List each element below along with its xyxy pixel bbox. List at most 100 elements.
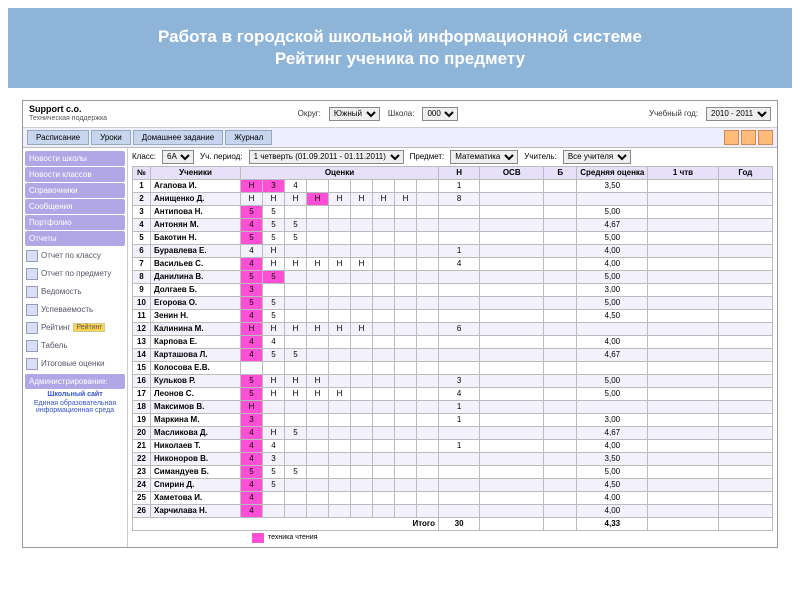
grade-cell[interactable] xyxy=(285,270,307,283)
sidebar-link-3[interactable]: Успеваемость xyxy=(25,302,125,318)
grade-cell[interactable] xyxy=(373,504,395,517)
grade-cell[interactable] xyxy=(351,205,373,218)
grade-cell[interactable] xyxy=(373,309,395,322)
grade-cell[interactable] xyxy=(417,400,439,413)
teacher-select[interactable]: Все учителя xyxy=(563,150,631,164)
grade-cell[interactable] xyxy=(307,478,329,491)
grade-cell[interactable] xyxy=(395,309,417,322)
techsupport-link[interactable]: Техническая поддержка xyxy=(29,115,107,123)
grade-cell[interactable] xyxy=(417,257,439,270)
sidebar-btn-1[interactable]: Новости классов xyxy=(25,167,125,182)
sidebar-btn-4[interactable]: Портфолио xyxy=(25,215,125,230)
grade-cell[interactable] xyxy=(285,439,307,452)
grade-cell[interactable]: 5 xyxy=(241,374,263,387)
grade-cell[interactable]: 5 xyxy=(263,309,285,322)
grade-cell[interactable] xyxy=(329,205,351,218)
grade-cell[interactable]: Н xyxy=(351,192,373,205)
grade-cell[interactable] xyxy=(285,335,307,348)
grade-cell[interactable]: Н xyxy=(307,374,329,387)
grade-cell[interactable]: 5 xyxy=(263,348,285,361)
grade-cell[interactable]: 5 xyxy=(263,270,285,283)
sidebar-btn-3[interactable]: Сообщения xyxy=(25,199,125,214)
grade-cell[interactable] xyxy=(351,296,373,309)
grade-cell[interactable] xyxy=(329,296,351,309)
grade-cell[interactable]: 5 xyxy=(263,218,285,231)
grade-cell[interactable] xyxy=(329,465,351,478)
grade-cell[interactable] xyxy=(395,400,417,413)
grade-cell[interactable] xyxy=(351,478,373,491)
grade-cell[interactable] xyxy=(351,244,373,257)
grade-cell[interactable] xyxy=(417,491,439,504)
grade-cell[interactable] xyxy=(285,361,307,374)
grade-cell[interactable]: Н xyxy=(263,374,285,387)
grade-cell[interactable]: 4 xyxy=(241,348,263,361)
tool-icon-3[interactable] xyxy=(758,130,773,145)
grade-cell[interactable]: 4 xyxy=(241,244,263,257)
grade-cell[interactable] xyxy=(329,426,351,439)
grade-cell[interactable] xyxy=(373,452,395,465)
grade-cell[interactable]: Н xyxy=(373,192,395,205)
grade-cell[interactable] xyxy=(417,309,439,322)
grade-cell[interactable] xyxy=(351,465,373,478)
grade-cell[interactable] xyxy=(329,478,351,491)
grade-cell[interactable]: Н xyxy=(329,192,351,205)
grade-cell[interactable]: Н xyxy=(241,192,263,205)
grade-cell[interactable] xyxy=(417,283,439,296)
grade-cell[interactable] xyxy=(373,426,395,439)
grade-cell[interactable]: 3 xyxy=(241,283,263,296)
grade-cell[interactable]: Н xyxy=(329,387,351,400)
grade-cell[interactable]: Н xyxy=(263,426,285,439)
grade-cell[interactable] xyxy=(417,465,439,478)
grade-cell[interactable] xyxy=(285,491,307,504)
grade-cell[interactable]: 4 xyxy=(285,179,307,192)
grade-cell[interactable] xyxy=(307,400,329,413)
grade-cell[interactable]: Н xyxy=(241,322,263,335)
grade-cell[interactable] xyxy=(395,244,417,257)
grade-cell[interactable]: Н xyxy=(351,322,373,335)
grade-cell[interactable] xyxy=(395,504,417,517)
grade-cell[interactable] xyxy=(351,231,373,244)
grade-cell[interactable] xyxy=(373,491,395,504)
grade-cell[interactable] xyxy=(417,179,439,192)
grade-cell[interactable] xyxy=(329,218,351,231)
grade-cell[interactable] xyxy=(351,491,373,504)
sidebar-btn-0[interactable]: Новости школы xyxy=(25,151,125,166)
grade-cell[interactable]: Н xyxy=(329,257,351,270)
grade-cell[interactable] xyxy=(417,348,439,361)
grade-cell[interactable] xyxy=(373,465,395,478)
grade-cell[interactable]: 4 xyxy=(241,452,263,465)
grade-cell[interactable]: 4 xyxy=(241,309,263,322)
grade-cell[interactable]: Н xyxy=(285,257,307,270)
grade-cell[interactable] xyxy=(285,413,307,426)
grade-cell[interactable] xyxy=(395,296,417,309)
grade-cell[interactable] xyxy=(395,283,417,296)
grade-cell[interactable] xyxy=(285,478,307,491)
grade-cell[interactable] xyxy=(417,426,439,439)
grade-cell[interactable]: 4 xyxy=(241,218,263,231)
grade-cell[interactable]: 5 xyxy=(241,296,263,309)
grade-cell[interactable] xyxy=(307,296,329,309)
grade-cell[interactable] xyxy=(351,374,373,387)
grade-cell[interactable]: Н xyxy=(263,192,285,205)
sidebar-link-4[interactable]: РейтингРейтинг xyxy=(25,320,125,336)
grade-cell[interactable] xyxy=(351,387,373,400)
grade-cell[interactable] xyxy=(417,231,439,244)
grade-cell[interactable]: 4 xyxy=(241,426,263,439)
grade-cell[interactable] xyxy=(395,335,417,348)
grade-cell[interactable] xyxy=(329,348,351,361)
grade-cell[interactable]: Н xyxy=(241,179,263,192)
edu-env-link[interactable]: Единая образовательная информационная ср… xyxy=(25,400,125,414)
grade-cell[interactable]: Н xyxy=(285,322,307,335)
sidebar-link-6[interactable]: Итоговые оценки xyxy=(25,356,125,372)
grade-cell[interactable] xyxy=(329,244,351,257)
grade-cell[interactable] xyxy=(329,309,351,322)
tool-icon-2[interactable] xyxy=(741,130,756,145)
grade-cell[interactable]: 5 xyxy=(241,387,263,400)
tool-icon-1[interactable] xyxy=(724,130,739,145)
grade-cell[interactable] xyxy=(285,296,307,309)
grade-cell[interactable] xyxy=(373,231,395,244)
grade-cell[interactable] xyxy=(329,231,351,244)
grade-cell[interactable] xyxy=(417,205,439,218)
grade-cell[interactable] xyxy=(307,426,329,439)
grade-cell[interactable] xyxy=(373,335,395,348)
